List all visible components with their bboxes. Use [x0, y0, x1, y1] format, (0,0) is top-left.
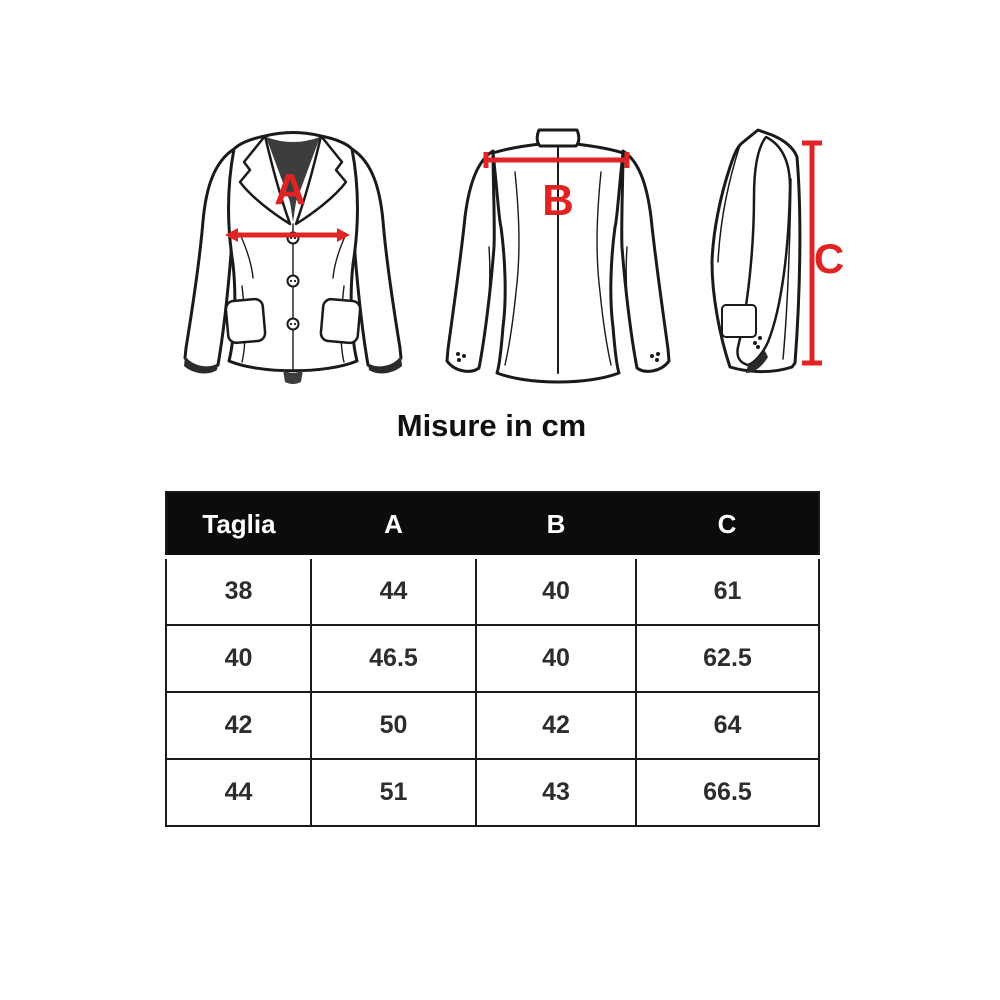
side-cuff — [746, 349, 768, 373]
table-header-row: Taglia A B C — [166, 492, 819, 559]
back-left-sleeve — [445, 149, 496, 373]
back-collar — [535, 128, 581, 148]
front-hem-inset — [283, 370, 303, 384]
label-b: B — [542, 176, 574, 225]
table-row: 42 50 42 64 — [165, 691, 820, 760]
size-cell: 38 — [165, 556, 312, 626]
size-cell: 43 — [475, 758, 637, 827]
size-cell: 66.5 — [635, 758, 820, 827]
size-cell: 42 — [165, 691, 312, 760]
back-cuff-buttons — [456, 352, 660, 362]
size-cell: 40 — [475, 556, 637, 626]
side-detail-lines — [717, 144, 792, 360]
jacket-back-diagram: B — [445, 128, 671, 384]
table-row: 40 46.5 40 62.5 — [165, 624, 820, 693]
back-seam-lines — [484, 145, 632, 374]
jacket-side-diagram: C — [710, 128, 844, 374]
size-cell: 62.5 — [635, 624, 820, 693]
size-table: Taglia A B C 38 44 40 61 40 46.5 40 62.5… — [165, 491, 820, 827]
size-cell: 44 — [165, 758, 312, 827]
front-cuffs — [184, 356, 402, 374]
label-c: C — [814, 235, 844, 282]
label-a: A — [274, 165, 306, 214]
front-right-sleeve — [350, 147, 403, 370]
column-header-c: C — [636, 492, 819, 559]
measure-arrow-b — [483, 152, 630, 168]
size-cell: 44 — [310, 556, 477, 626]
size-cell: 51 — [310, 758, 477, 827]
column-header-b: B — [476, 492, 636, 559]
front-collar-inset — [266, 137, 320, 222]
side-cuff-buttons — [753, 336, 762, 349]
column-header-taglia: Taglia — [166, 492, 311, 559]
table-row: 38 44 40 61 — [165, 556, 820, 626]
front-lapels — [238, 134, 348, 226]
size-cell: 46.5 — [310, 624, 477, 693]
size-cell: 64 — [635, 691, 820, 760]
size-cell: 50 — [310, 691, 477, 760]
size-cell: 40 — [165, 624, 312, 693]
size-cell: 61 — [635, 556, 820, 626]
measure-arrow-a — [225, 228, 350, 242]
front-pockets — [224, 297, 362, 345]
jacket-front-diagram: A — [183, 131, 403, 384]
back-right-sleeve — [620, 149, 671, 373]
table-row: 44 51 43 66.5 — [165, 758, 820, 827]
front-left-sleeve — [183, 147, 236, 370]
side-pocket — [721, 304, 757, 338]
size-cell: 40 — [475, 624, 637, 693]
size-cell: 42 — [475, 691, 637, 760]
page-title: Misure in cm — [396, 408, 587, 443]
measure-line-c — [802, 140, 822, 366]
column-header-a: A — [311, 492, 476, 559]
